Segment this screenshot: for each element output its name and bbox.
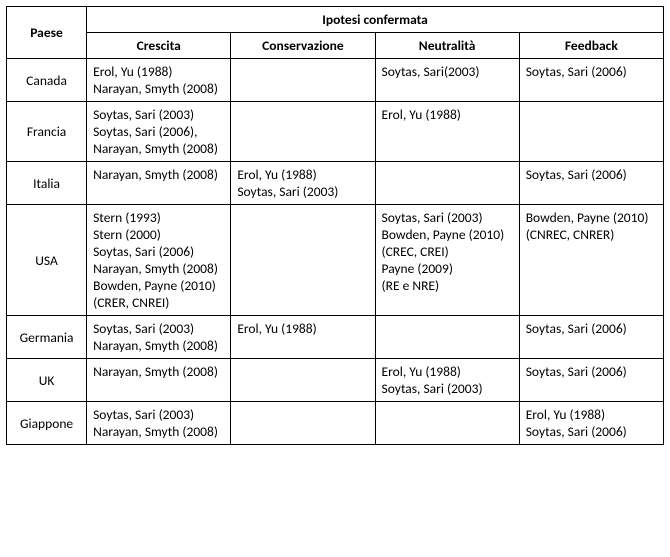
cell-conservazione: Erol, Yu (1988)Soytas, Sari (2003) [231, 162, 375, 205]
cell-line: Erol, Yu (1988) [237, 320, 368, 337]
cell-line: Narayan, Smyth (2008) [93, 337, 224, 354]
cell-line: Narayan, Smyth (2008) [93, 166, 224, 183]
cell-conservazione [231, 402, 375, 445]
cell-line: Soytas, Sari (2006) [526, 320, 657, 337]
cell-paese: UK [7, 359, 87, 402]
cell-neutralita: Erol, Yu (1988) [375, 102, 519, 162]
cell-paese: Francia [7, 102, 87, 162]
header-crescita: Crescita [87, 33, 231, 59]
cell-neutralita [375, 316, 519, 359]
cell-conservazione: Erol, Yu (1988) [231, 316, 375, 359]
cell-line: Narayan, Smyth (2008) [93, 363, 224, 380]
table-row: USAStern (1993)Stern (2000)Soytas, Sari … [7, 205, 664, 316]
cell-feedback: Bowden, Payne (2010)(CNREC, CNRER) [519, 205, 663, 316]
cell-feedback: Soytas, Sari (2006) [519, 359, 663, 402]
cell-neutralita [375, 162, 519, 205]
header-ipotesi: Ipotesi confermata [87, 7, 664, 33]
cell-line: Soytas, Sari (2003) [237, 183, 368, 200]
cell-line: Soytas, Sari (2006) [526, 423, 657, 440]
cell-neutralita: Soytas, Sari(2003) [375, 59, 519, 102]
cell-paese: Germania [7, 316, 87, 359]
header-conservazione: Conservazione [231, 33, 375, 59]
cell-crescita: Erol, Yu (1988)Narayan, Smyth (2008) [87, 59, 231, 102]
cell-line: Stern (1993) [93, 209, 224, 226]
cell-line: Erol, Yu (1988) [526, 406, 657, 423]
cell-line: Erol, Yu (1988) [382, 106, 513, 123]
cell-line: Narayan, Smyth (2008) [93, 423, 224, 440]
cell-feedback: Soytas, Sari (2006) [519, 316, 663, 359]
cell-crescita: Soytas, Sari (2003)Narayan, Smyth (2008) [87, 316, 231, 359]
cell-line: Soytas, Sari (2006) [526, 363, 657, 380]
cell-crescita: Narayan, Smyth (2008) [87, 162, 231, 205]
cell-line: (CREC, CREI) [382, 243, 513, 260]
cell-paese: USA [7, 205, 87, 316]
cell-crescita: Narayan, Smyth (2008) [87, 359, 231, 402]
cell-conservazione [231, 359, 375, 402]
cell-crescita: Stern (1993)Stern (2000)Soytas, Sari (20… [87, 205, 231, 316]
cell-line: Soytas, Sari (2003) [93, 106, 224, 123]
table-row: Italia Narayan, Smyth (2008) Erol, Yu (198… [7, 162, 664, 205]
header-feedback: Feedback [519, 33, 663, 59]
cell-line: Erol, Yu (1988) [93, 63, 224, 80]
cell-line: (RE e NRE) [382, 277, 513, 294]
cell-paese: Canada [7, 59, 87, 102]
hypothesis-table: Paese Ipotesi confermata Crescita Conser… [6, 6, 664, 445]
cell-neutralita [375, 402, 519, 445]
cell-line: Soytas, Sari (2003) [93, 320, 224, 337]
cell-line: Erol, Yu (1988) [382, 363, 513, 380]
cell-neutralita: Erol, Yu (1988)Soytas, Sari (2003) [375, 359, 519, 402]
cell-conservazione [231, 59, 375, 102]
table-row: CanadaErol, Yu (1988)Narayan, Smyth (200… [7, 59, 664, 102]
cell-feedback: Soytas, Sari (2006) [519, 162, 663, 205]
cell-line: Soytas, Sari(2003) [382, 63, 513, 80]
cell-line: Bowden, Payne (2010) [93, 277, 224, 294]
cell-line: Narayan, Smyth (2008) [93, 260, 224, 277]
cell-line: (CRER, CNREI) [93, 294, 224, 311]
cell-line: Narayan, Smyth (2008) [93, 140, 224, 157]
cell-conservazione [231, 102, 375, 162]
cell-neutralita: Soytas, Sari (2003)Bowden, Payne (2010)(… [375, 205, 519, 316]
cell-line: Bowden, Payne (2010) [382, 226, 513, 243]
table-row: UKNarayan, Smyth (2008)Erol, Yu (1988)So… [7, 359, 664, 402]
cell-line: Soytas, Sari (2006), [93, 123, 224, 140]
cell-line: Soytas, Sari (2003) [382, 380, 513, 397]
cell-line: Bowden, Payne (2010) [526, 209, 657, 226]
cell-line: Soytas, Sari (2006) [93, 243, 224, 260]
cell-paese: Giappone [7, 402, 87, 445]
header-paese: Paese [7, 7, 87, 59]
table-row: FranciaSoytas, Sari (2003)Soytas, Sari (… [7, 102, 664, 162]
cell-conservazione [231, 205, 375, 316]
cell-line: Payne (2009) [382, 260, 513, 277]
cell-line: Narayan, Smyth (2008) [93, 80, 224, 97]
cell-paese: Italia [7, 162, 87, 205]
header-neutralita: Neutralità [375, 33, 519, 59]
cell-line: Erol, Yu (1988) [237, 166, 368, 183]
cell-line: Soytas, Sari (2006) [526, 63, 657, 80]
table-body: CanadaErol, Yu (1988)Narayan, Smyth (200… [7, 59, 664, 445]
cell-feedback [519, 102, 663, 162]
table-row: GermaniaSoytas, Sari (2003)Narayan, Smyt… [7, 316, 664, 359]
cell-line: Stern (2000) [93, 226, 224, 243]
cell-line: Soytas, Sari (2003) [382, 209, 513, 226]
table-row: GiapponeSoytas, Sari (2003)Narayan, Smyt… [7, 402, 664, 445]
table-header: Paese Ipotesi confermata Crescita Conser… [7, 7, 664, 59]
cell-crescita: Soytas, Sari (2003)Narayan, Smyth (2008) [87, 402, 231, 445]
cell-line: Soytas, Sari (2003) [93, 406, 224, 423]
cell-feedback: Erol, Yu (1988)Soytas, Sari (2006) [519, 402, 663, 445]
cell-line: (CNREC, CNRER) [526, 226, 657, 243]
cell-crescita: Soytas, Sari (2003)Soytas, Sari (2006),N… [87, 102, 231, 162]
cell-feedback: Soytas, Sari (2006) [519, 59, 663, 102]
cell-line: Soytas, Sari (2006) [526, 166, 657, 183]
